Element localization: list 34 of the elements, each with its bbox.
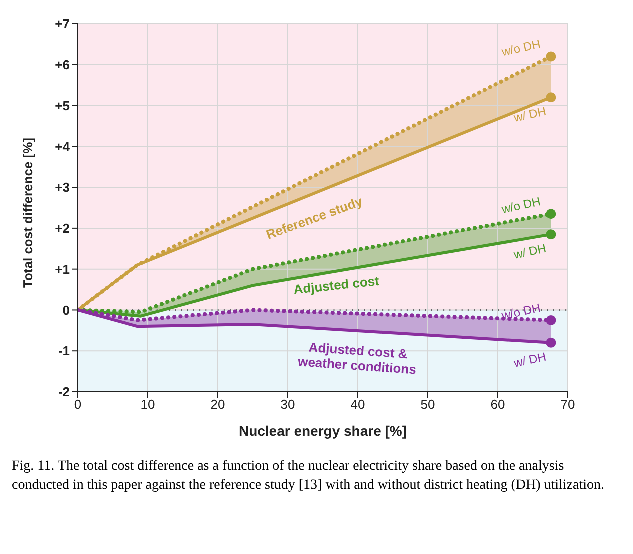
y-tick-label: +6 <box>55 58 70 73</box>
x-tick-label: 0 <box>74 397 82 412</box>
annotation: Adjusted cost <box>292 273 381 298</box>
x-tick-label: 50 <box>420 397 436 412</box>
y-axis-title: Total cost difference [%] <box>20 138 36 288</box>
point <box>546 52 556 62</box>
text: w/o DH <box>500 194 542 217</box>
y-tick-label: +4 <box>55 139 71 154</box>
x-axis-title: Nuclear energy share [%] <box>238 423 408 439</box>
annotation: Adjusted cost & weather conditions <box>296 340 417 378</box>
y-tick-label: +5 <box>55 98 70 114</box>
caption: Fig. 11. The total cost difference as a function of the nuclear electricity share based on the analysis conducted in this paper against the reference study [13] with and without district heating (DH) utilization. <box>12 458 606 495</box>
x-tick-label: 70 <box>560 397 576 412</box>
x-tick-label: 40 <box>350 397 366 412</box>
y-tick-label: +1 <box>55 262 70 277</box>
point <box>546 209 556 220</box>
point <box>546 92 556 103</box>
x-tick-label: 20 <box>210 397 226 412</box>
point <box>546 230 556 240</box>
y-tick-label: -1 <box>58 344 70 359</box>
y-tick-label: +3 <box>55 180 70 196</box>
x-tick-label: 30 <box>280 397 296 412</box>
text: w/ DH <box>512 241 548 262</box>
y-tick-label: +2 <box>55 221 70 236</box>
point <box>546 338 556 348</box>
text: w/ DH <box>512 104 548 126</box>
x-tick-label: 10 <box>140 397 156 412</box>
point <box>546 315 556 326</box>
y-tick-label: 0 <box>62 302 70 318</box>
y-tick-label: +7 <box>55 16 70 32</box>
text: w/ DH <box>512 350 548 370</box>
text: w/o DH <box>500 37 542 60</box>
y-tick-label: -2 <box>58 384 70 400</box>
x-tick-label: 60 <box>490 397 506 412</box>
